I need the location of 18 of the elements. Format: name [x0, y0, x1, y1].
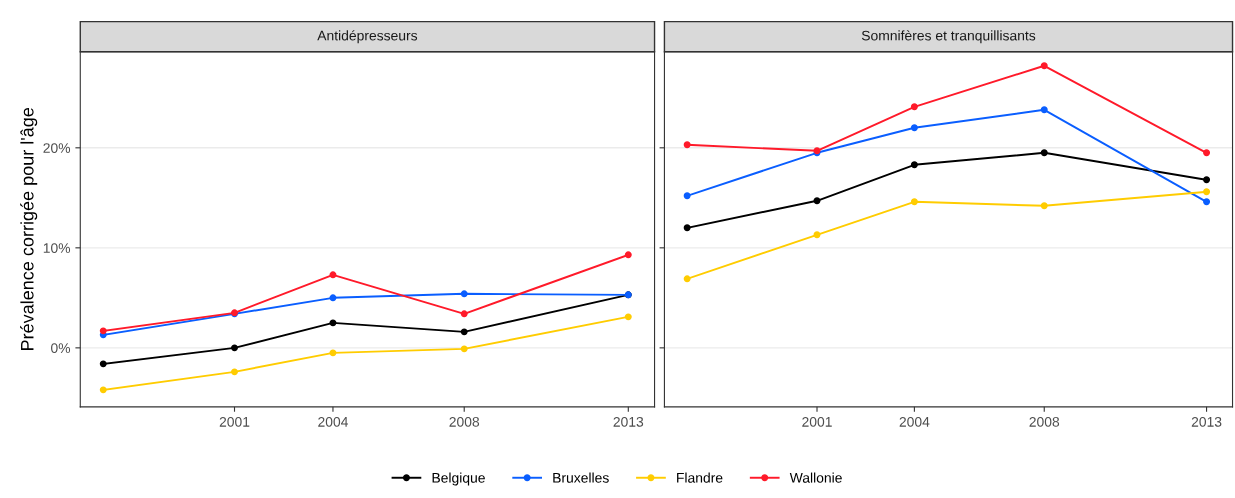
- y-tick-label: 20%: [43, 143, 71, 153]
- x-tick-label: 2013: [1191, 416, 1222, 427]
- x-tick-label: 2004: [899, 416, 930, 427]
- y-tick-label: 0%: [51, 343, 71, 354]
- x-tick-label: 2004: [318, 416, 348, 427]
- legend-label: Bruxelles: [553, 472, 609, 483]
- legend-label: Flandre: [677, 472, 723, 483]
- y-axis-title: Prévalence corrigée pour l'âge: [20, 107, 38, 351]
- x-tick-label: 2013: [613, 416, 644, 427]
- x-tick-label: 2008: [449, 416, 480, 427]
- y-tick-label: 10%: [43, 243, 71, 253]
- x-tick-label: 2001: [802, 416, 832, 427]
- chart-title: Somnifères et tranquillisants: [861, 30, 1036, 44]
- legend-label: Wallonie: [789, 472, 842, 483]
- legend-label: Belgique: [432, 472, 485, 486]
- chart-title: Antidépresseurs: [317, 30, 418, 44]
- x-tick-label: 2001: [219, 416, 250, 427]
- x-tick-label: 2008: [1029, 416, 1060, 427]
